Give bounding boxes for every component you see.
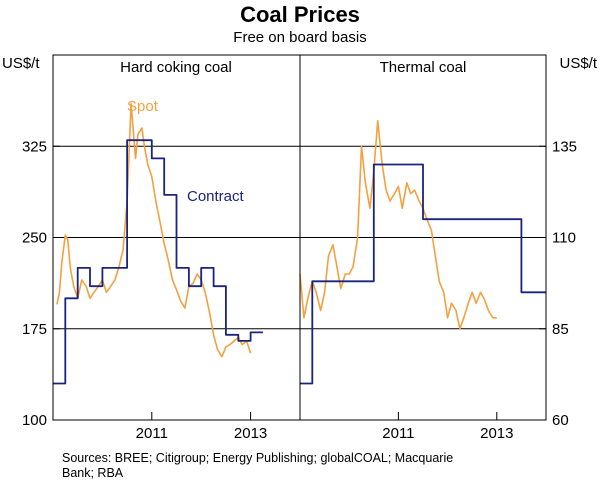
- right-axis-unit: US$/t: [559, 55, 597, 72]
- y-tick-label-0-325: 325: [22, 138, 47, 155]
- y-tick-label-1-60: 60: [552, 412, 569, 429]
- series-line-1-contract: [300, 163, 546, 385]
- chart-subtitle: Free on board basis: [233, 29, 366, 46]
- series-line-0-contract: [53, 139, 263, 385]
- contract-series-label: Contract: [187, 188, 245, 205]
- axis-layer: 100 175 250 325 2011 2013 60 85 110 135 2011 2013: [22, 138, 577, 442]
- sources-note-line-2: Bank; RBA: [62, 466, 124, 480]
- series-line-1-spot: [299, 119, 497, 330]
- left-axis-unit: US$/t: [2, 55, 40, 72]
- chart-title: Coal Prices: [240, 2, 360, 27]
- series-layer: [53, 102, 546, 385]
- sources-note-line-1: Sources: BREE; Citigroup; Energy Publish…: [62, 451, 453, 465]
- series-line-0-spot: [56, 102, 252, 358]
- y-tick-label-0-175: 175: [22, 321, 47, 338]
- x-tick-label-0-2011: 2011: [136, 425, 168, 442]
- x-tick-label-1-2013: 2013: [480, 425, 513, 442]
- y-tick-label-0-250: 250: [22, 230, 47, 247]
- x-tick-label-0-2013: 2013: [234, 425, 267, 442]
- y-tick-label-1-85: 85: [552, 321, 569, 338]
- panel-title-hard-coking: Hard coking coal: [120, 59, 232, 76]
- y-tick-label-1-110: 110: [552, 230, 576, 247]
- y-tick-label-0-100: 100: [22, 412, 47, 429]
- y-tick-label-1-135: 135: [552, 138, 577, 155]
- spot-series-label: Spot: [127, 98, 159, 115]
- panel-title-thermal: Thermal coal: [380, 59, 467, 76]
- x-tick-label-1-2011: 2011: [382, 425, 414, 442]
- grid-layer: [53, 145, 546, 330]
